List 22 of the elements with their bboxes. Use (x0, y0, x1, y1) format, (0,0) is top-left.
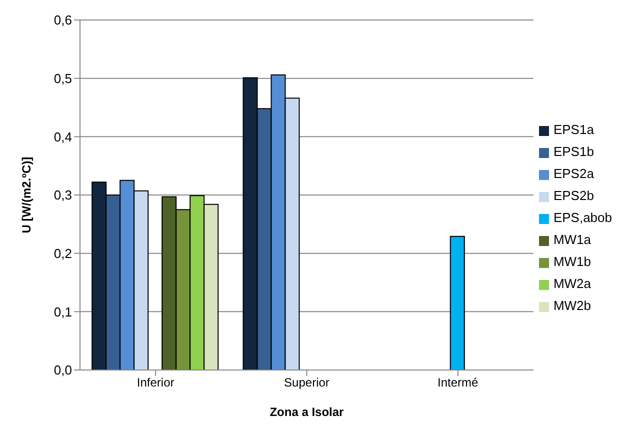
y-tick-label: 0,2 (54, 246, 72, 261)
y-tick-label: 0,3 (54, 188, 72, 203)
x-tick-label: Inferior (136, 376, 174, 390)
legend-label: MW2a (553, 276, 592, 291)
y-tick-label: 0,4 (54, 129, 72, 144)
x-tick-label: Intermé (438, 376, 479, 390)
legend-label: MW1a (553, 232, 592, 247)
legend-label: EPS1a (553, 122, 594, 137)
legend-label: EPS2b (553, 188, 594, 203)
y-axis-title: U [W/(m2.ºC)] (19, 156, 34, 234)
x-tick-label: Superior (284, 376, 330, 390)
y-tick-label: 0,6 (54, 12, 72, 28)
y-tick-label: 0,5 (54, 70, 72, 86)
legend-label: EPS,abob (553, 210, 612, 225)
legend-label: EPS2a (553, 166, 594, 181)
legend-label: MW1b (553, 254, 592, 269)
x-axis-title: Zona a Isolar (270, 405, 344, 419)
bar (450, 236, 465, 370)
legend-label: MW2b (553, 298, 592, 313)
legend-label: EPS1b (553, 144, 594, 159)
y-tick-label: 0,1 (54, 304, 72, 320)
y-tick-label: 0,0 (54, 362, 72, 378)
